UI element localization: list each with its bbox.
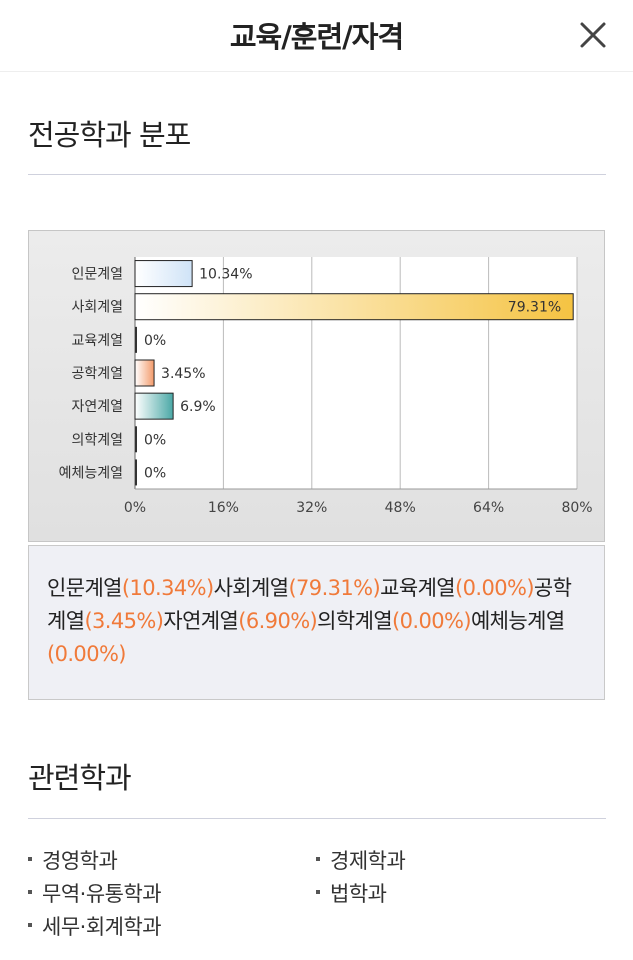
x-tick-label: 64% bbox=[473, 500, 504, 516]
bullet-icon bbox=[28, 857, 32, 861]
category-label: 의학계열 bbox=[71, 432, 123, 448]
bar bbox=[134, 359, 155, 387]
x-tick-label: 0% bbox=[124, 500, 146, 516]
bar bbox=[134, 293, 574, 321]
bullet-icon bbox=[28, 890, 32, 894]
bar bbox=[134, 392, 174, 420]
summary-percent: (6.90%) bbox=[238, 609, 318, 633]
related-major-label: 경영학과 bbox=[42, 849, 118, 873]
summary-percent: (0.00%) bbox=[47, 642, 127, 666]
summary-percent: (79.31%) bbox=[288, 576, 381, 600]
related-major-item[interactable]: 세무·회계학과 bbox=[28, 911, 162, 941]
related-major-label: 법학과 bbox=[330, 882, 387, 906]
related-major-label: 무역·유통학과 bbox=[42, 882, 162, 906]
bar bbox=[135, 326, 137, 353]
summary-percent: (0.00%) bbox=[392, 609, 472, 633]
summary-percent: (10.34%) bbox=[121, 576, 214, 600]
x-tick-label: 48% bbox=[385, 500, 416, 516]
header: 교육/훈련/자격 bbox=[0, 0, 633, 72]
bar-value-label: 0% bbox=[144, 465, 166, 481]
related-majors-title: 관련학과 bbox=[28, 761, 132, 795]
summary-category: 공학계열 bbox=[47, 576, 572, 633]
related-major-item[interactable]: 법학과 bbox=[316, 878, 387, 908]
related-major-label: 세무·회계학과 bbox=[42, 915, 162, 939]
major-distribution-chart: 0% 16% 32% 48% 64% 80% 인문계열 10.34% 사회계열 79.31% 교육계… bbox=[28, 230, 605, 542]
category-label: 예체능계열 bbox=[59, 465, 123, 481]
bar-value-label: 3.45% bbox=[161, 366, 205, 382]
bar-chart-svg: 0% 16% 32% 48% 64% 80% 인문계열 10.34% 사회계열 79.31% 교육계… bbox=[59, 257, 593, 516]
bar-value-label: 6.9% bbox=[180, 399, 216, 415]
page-title: 교육/훈련/자격 bbox=[229, 20, 404, 54]
x-tick-label: 32% bbox=[296, 500, 327, 516]
category-label: 자연계열 bbox=[71, 399, 123, 415]
bar-value-label: 79.31% bbox=[508, 300, 561, 316]
section-divider bbox=[28, 174, 606, 175]
summary-category: 사회계열 bbox=[213, 576, 289, 600]
summary-percent: (3.45%) bbox=[84, 609, 164, 633]
bullet-icon bbox=[28, 923, 32, 927]
summary-category: 인문계열 bbox=[47, 576, 122, 600]
x-tick-label: 80% bbox=[561, 500, 592, 516]
section-divider bbox=[28, 818, 606, 819]
bar-value-label: 0% bbox=[144, 432, 166, 448]
summary-category: 예체능계열 bbox=[470, 609, 565, 633]
related-major-item[interactable]: 무역·유통학과 bbox=[28, 878, 162, 908]
category-label: 인문계열 bbox=[71, 267, 123, 283]
close-icon bbox=[580, 22, 606, 48]
bar bbox=[134, 260, 193, 288]
related-major-item[interactable]: 경영학과 bbox=[28, 845, 118, 875]
bar bbox=[135, 426, 137, 453]
summary-category: 교육계열 bbox=[380, 576, 456, 600]
category-label: 사회계열 bbox=[71, 300, 123, 316]
x-tick-label: 16% bbox=[208, 500, 239, 516]
bar-value-label: 10.34% bbox=[199, 267, 252, 283]
summary-category: 의학계열 bbox=[317, 609, 393, 633]
major-distribution-title: 전공학과 분포 bbox=[28, 118, 191, 152]
bar bbox=[135, 459, 137, 486]
bar-value-label: 0% bbox=[144, 333, 166, 349]
summary-percent: (0.00%) bbox=[455, 576, 535, 600]
bullet-icon bbox=[316, 857, 320, 861]
close-button[interactable] bbox=[575, 17, 611, 53]
bullet-icon bbox=[316, 890, 320, 894]
category-label: 공학계열 bbox=[71, 366, 123, 382]
related-major-label: 경제학과 bbox=[330, 849, 406, 873]
distribution-summary: 인문계열(10.34%)사회계열(79.31%)교육계열(0.00%)공학계열(… bbox=[28, 545, 605, 700]
related-major-item[interactable]: 경제학과 bbox=[316, 845, 406, 875]
category-label: 교육계열 bbox=[71, 333, 123, 349]
summary-category: 자연계열 bbox=[163, 609, 239, 633]
